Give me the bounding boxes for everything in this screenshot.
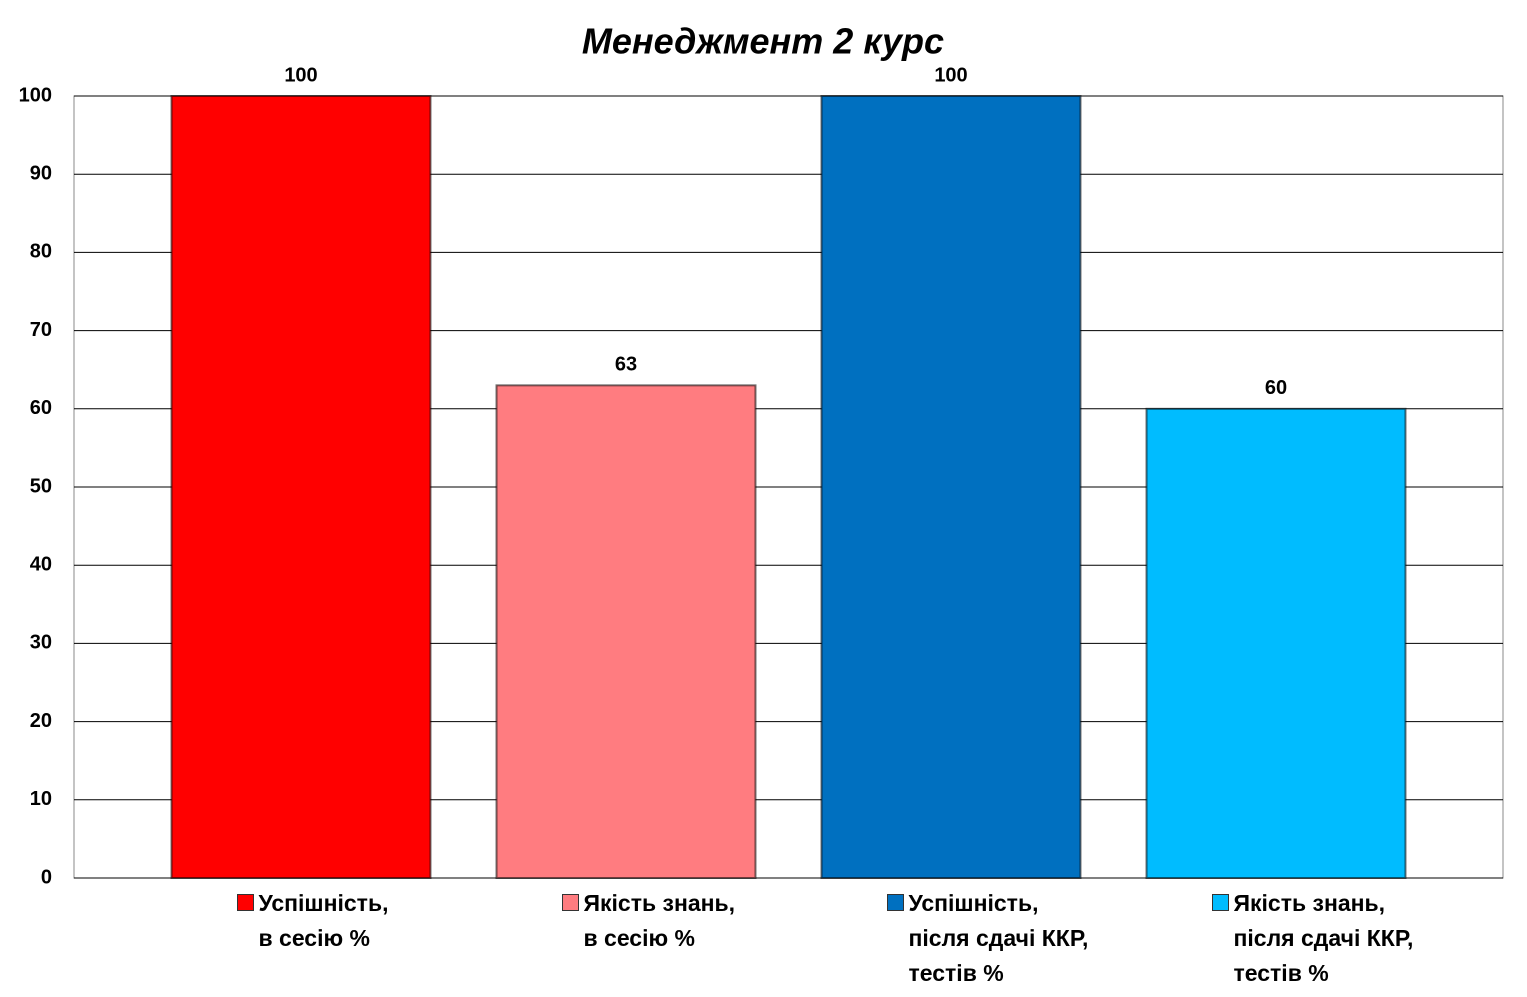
legend-entry: Якість знань, після сдачі ККР, тестів % [1211,886,1414,991]
y-tick-label: 20 [30,710,52,732]
y-tick-label: 80 [30,241,52,263]
legend-entry: Успішність, після сдачі ККР, тестів % [886,886,1089,991]
data-label: 100 [284,64,317,86]
legend-label: Якість знань, після сдачі ККР, тестів % [1233,890,1414,986]
legend-label: Успішність, в сесію % [258,890,389,951]
bar [495,384,757,879]
y-tick-label: 10 [30,788,52,810]
legend-label: Якість знань, в сесію % [583,890,736,951]
y-tick-label: 40 [30,553,52,575]
y-tick-label: 30 [30,632,52,654]
data-label: 100 [934,64,967,86]
legend-entry: Успішність, в сесію % [236,886,389,956]
data-label: 63 [615,354,637,376]
data-label: 60 [1265,377,1287,399]
legend-swatch [561,894,579,911]
y-tick-label: 0 [41,866,52,888]
legend-swatch [886,894,904,911]
y-tick-label: 50 [30,475,52,497]
y-tick-label: 100 [19,84,52,106]
chart-title: Менеджмент 2 курс [582,21,944,62]
legend-entry: Якість знань, в сесію % [561,886,736,956]
legend-label: Успішність, після сдачі ККР, тестів % [908,890,1089,986]
legend-swatch [236,894,254,911]
bar [170,95,432,879]
legend-swatch [1211,894,1229,911]
y-tick-label: 70 [30,319,52,341]
y-tick-label: 60 [30,397,52,419]
bar [820,95,1082,879]
bar [1145,407,1407,879]
y-tick-label: 90 [30,162,52,184]
